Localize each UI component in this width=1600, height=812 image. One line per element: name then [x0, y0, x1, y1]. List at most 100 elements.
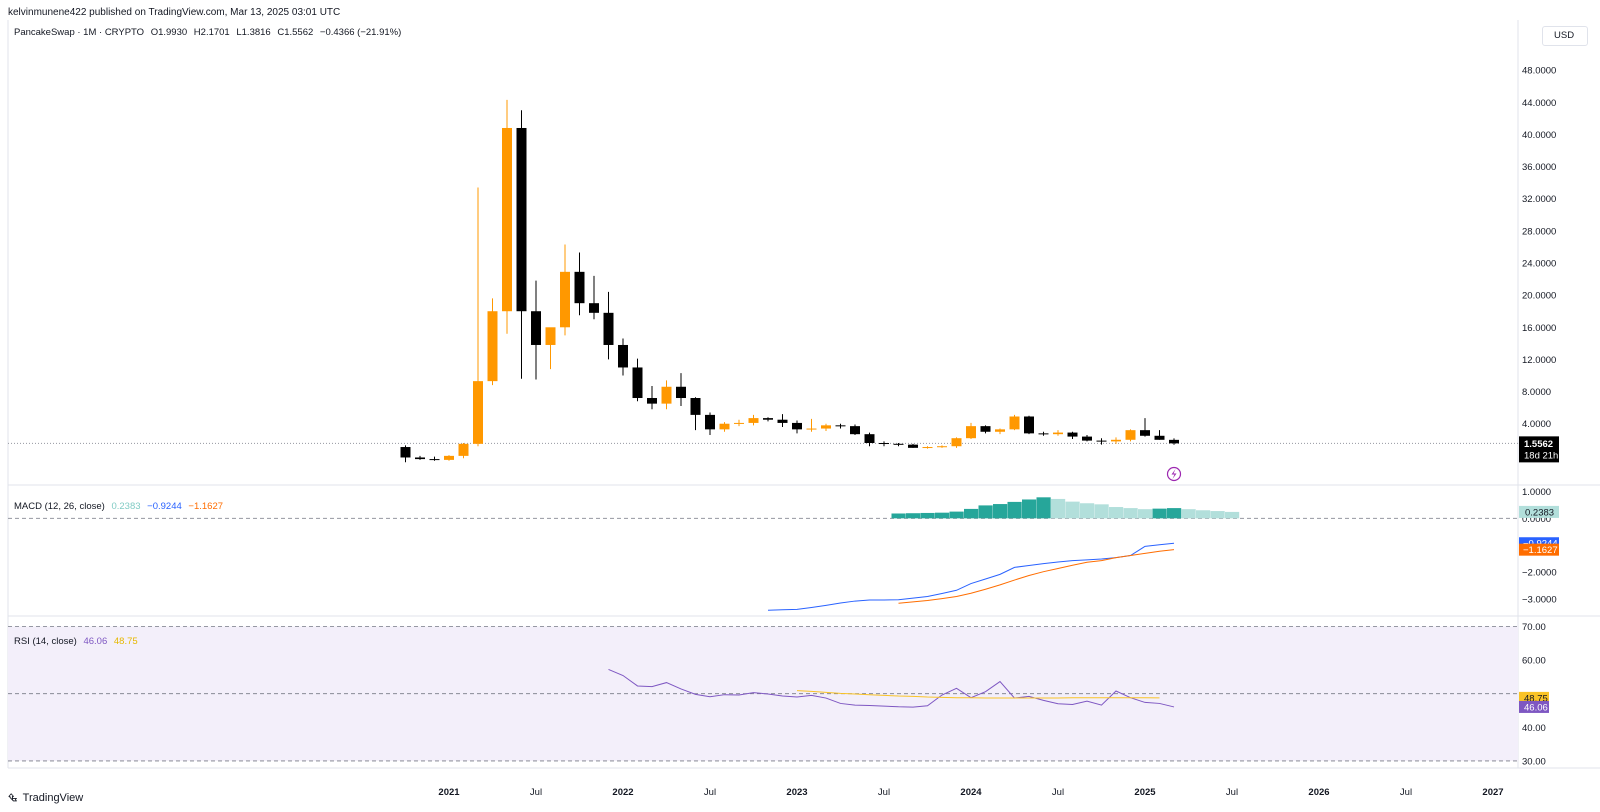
rsi-ma-tag-value: 48.75	[1524, 693, 1548, 704]
candle-body	[487, 311, 498, 382]
macd-hist-tag	[1519, 505, 1559, 518]
candle-body	[603, 312, 614, 345]
symbol-name[interactable]: PancakeSwap · 1M · CRYPTO	[14, 27, 145, 38]
time-axis-tick: Jul	[1400, 787, 1412, 798]
time-axis-tick: Jul	[1226, 787, 1238, 798]
footer-brand: TradingView	[22, 792, 84, 804]
time-axis-tick: 2027	[1482, 787, 1503, 798]
candle-body	[806, 428, 817, 430]
candle-body	[647, 398, 657, 404]
price-axis-tick: 12.0000	[1522, 355, 1556, 366]
candle-body	[1024, 416, 1034, 434]
candle-body	[676, 386, 686, 399]
candle-body	[1096, 440, 1107, 442]
macd-legend-macd: −0.9244	[147, 501, 182, 512]
macd-hist-bar	[949, 511, 964, 519]
candle-body	[1154, 435, 1165, 440]
candle-body	[574, 271, 585, 304]
ohlc-open: O1.9930	[150, 27, 188, 38]
candle-body	[690, 398, 701, 415]
macd-axis-tick: −2.0000	[1522, 568, 1557, 579]
candle-body	[661, 386, 672, 404]
macd-legend[interactable]: MACD (12, 26, close) 0.2383 −0.9244 −1.1…	[14, 501, 227, 512]
candle-body	[1053, 432, 1063, 435]
rsi-legend-label[interactable]: RSI (14, close)	[14, 636, 77, 647]
macd-hist-bar	[1036, 497, 1051, 519]
macd-hist-bar	[1022, 499, 1037, 519]
time-axis-tick: 2025	[1134, 787, 1156, 798]
candle-body	[879, 443, 889, 445]
macd-hist-bar	[1123, 508, 1138, 519]
macd-hist-bar	[978, 505, 993, 519]
time-axis-tick: 2026	[1308, 787, 1329, 798]
candle-body	[951, 438, 962, 447]
macd-hist-bar	[1210, 511, 1225, 519]
candle-body	[719, 423, 730, 430]
ohlc-close: C1.5562	[277, 27, 314, 38]
candle-body	[1067, 432, 1078, 437]
rsi-tag	[1519, 700, 1549, 713]
price-axis-tick: 36.0000	[1522, 162, 1556, 173]
macd-hist-bar	[1167, 508, 1182, 519]
ohlc-high: H2.1701	[193, 27, 230, 38]
price-axis-tick: 32.0000	[1522, 194, 1556, 205]
macd-hist-bar	[891, 513, 906, 519]
macd-hist-bar	[1196, 510, 1211, 519]
macd-hist-bar	[1094, 504, 1109, 519]
ohlc-change: −0.4366 (−21.91%)	[319, 27, 402, 38]
macd-hist-bar	[964, 508, 979, 519]
macd-hist-bar	[993, 504, 1008, 519]
candle-body	[864, 434, 875, 444]
candle-body	[560, 271, 570, 328]
lightning-bolt-glyph	[1171, 469, 1177, 479]
last-price-tag	[1519, 436, 1559, 463]
candle-body	[748, 418, 759, 423]
macd-hist-bar	[1051, 498, 1066, 519]
candle-body	[995, 429, 1005, 432]
candle-body	[502, 127, 512, 312]
candle-body	[821, 425, 831, 429]
macd-hist-bar	[1138, 509, 1153, 519]
rsi-line	[608, 669, 1175, 708]
tradingview-footer[interactable]: ⮴ TradingView	[8, 792, 83, 805]
candle-body	[444, 455, 454, 460]
macd-hist-bar	[1065, 501, 1080, 519]
price-axis-tick: 20.0000	[1522, 291, 1556, 302]
macd-legend-label[interactable]: MACD (12, 26, close)	[14, 501, 105, 512]
time-axis-tick: Jul	[530, 787, 542, 798]
candle-body	[705, 414, 715, 430]
macd-signal-tag	[1519, 543, 1559, 556]
candle-body	[835, 425, 846, 427]
symbol-legend[interactable]: PancakeSwap · 1M · CRYPTO O1.9930 H2.170…	[14, 27, 405, 38]
candle-body	[618, 344, 628, 368]
macd-hist-bar	[1080, 503, 1095, 519]
candle-body	[632, 367, 643, 399]
rsi-legend-rsi: 46.06	[83, 636, 108, 647]
lightning-icon	[1166, 466, 1182, 482]
candle-body	[1038, 433, 1049, 435]
rsi-legend[interactable]: RSI (14, close) 46.06 48.75	[14, 636, 142, 647]
time-axis-tick: 2023	[786, 787, 807, 798]
time-axis-tick: 2021	[438, 787, 460, 798]
macd-hist-bar	[935, 512, 950, 519]
macd-hist-tag-value: 0.2383	[1525, 507, 1554, 518]
ohlc-low: L1.3816	[236, 27, 271, 38]
macd-legend-hist: 0.2383	[111, 501, 141, 512]
candle-body	[966, 426, 976, 439]
candle-body	[400, 447, 411, 458]
currency-button[interactable]: USD	[1542, 26, 1588, 46]
candle-body	[1082, 436, 1092, 441]
candle-body	[1169, 439, 1179, 444]
rsi-ma-tag	[1519, 691, 1549, 704]
candle-body	[937, 446, 947, 448]
time-axis-tick: Jul	[878, 787, 890, 798]
time-axis-tick: Jul	[1052, 787, 1064, 798]
macd-signal-tag-value: −1.1627	[1523, 545, 1558, 556]
candle-body	[531, 311, 541, 345]
candle-body	[1009, 416, 1020, 430]
macd-signal-line	[898, 549, 1175, 604]
price-axis-tick: 8.0000	[1522, 387, 1551, 398]
candle-body	[1140, 430, 1150, 436]
rsi-axis-tick: 30.00	[1522, 756, 1546, 767]
